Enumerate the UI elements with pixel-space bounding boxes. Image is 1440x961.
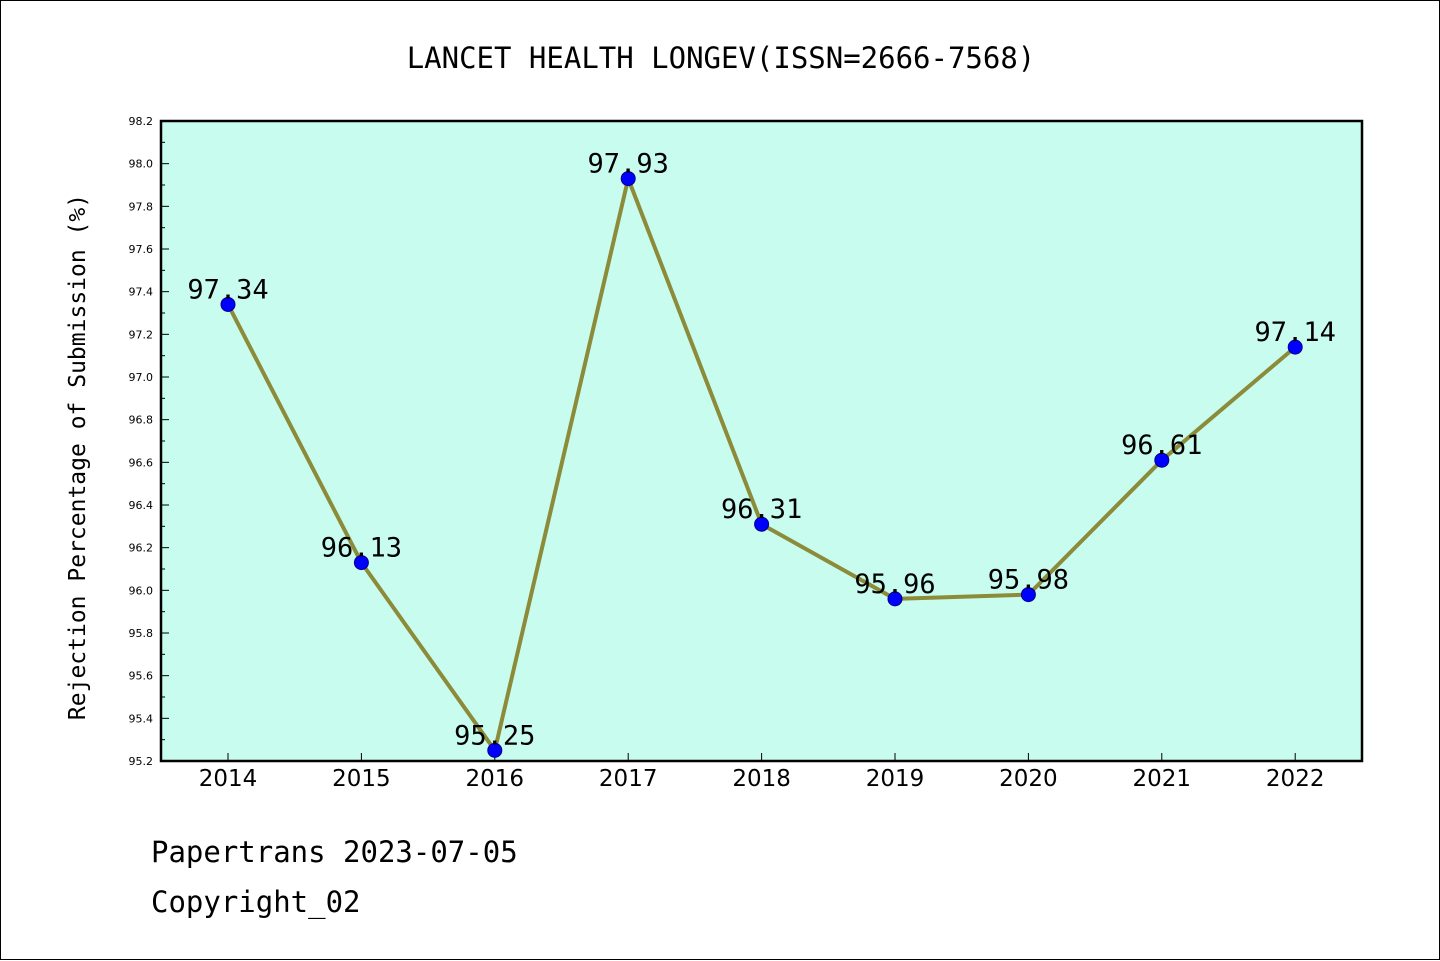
y-tick-label: 95.8: [129, 627, 154, 640]
data-point: [887, 591, 903, 607]
y-tick-label: 96.4: [129, 499, 154, 512]
y-tick-label: 97.2: [129, 328, 154, 341]
data-point: [1154, 452, 1170, 468]
x-tick-label: 2018: [732, 766, 791, 792]
data-point: [1020, 587, 1036, 603]
data-label: 97.93: [588, 149, 669, 180]
data-label: 97.34: [187, 274, 268, 305]
y-tick-label: 97.6: [129, 243, 154, 256]
y-tick-label: 97.4: [129, 286, 154, 299]
x-tick-label: 2016: [466, 766, 525, 792]
x-tick-label: 2015: [332, 766, 391, 792]
x-tick-label: 2020: [999, 766, 1058, 792]
x-axis: 2014 2015 2016 2017 2018 2019 2020 2021 2022: [199, 753, 1325, 792]
data-label: 96.61: [1121, 430, 1202, 461]
y-axis-label: Rejection Percentage of Submission (%): [65, 194, 91, 720]
y-tick-label: 97.8: [129, 200, 154, 213]
data-point: [487, 742, 503, 758]
y-tick-label: 96.8: [129, 414, 154, 427]
data-point: [754, 516, 770, 532]
data-point: [1287, 339, 1303, 355]
data-point: [220, 296, 236, 312]
y-axis: 95.2 95.4 95.6 95.8 96.0 96.2 96.4 96.6 96.8 97.0…: [129, 115, 169, 768]
y-tick-label: 96.0: [129, 584, 154, 597]
y-tick-label: 98.0: [129, 158, 154, 171]
y-tick-label: 97.0: [129, 371, 154, 384]
x-tick-label: 2017: [599, 766, 658, 792]
series: 97.34 96.13 95.25 97.93 96.31 95.96 95.98 96.61…: [187, 149, 1336, 758]
data-label: 97.14: [1255, 317, 1336, 348]
y-tick-label: 95.4: [129, 712, 154, 725]
plot-area: [159, 119, 1364, 763]
chart-title: LANCET HEALTH LONGEV(ISSN=2666-7568): [407, 41, 1036, 75]
data-label: 95.96: [854, 569, 935, 600]
y-tick-label: 95.6: [129, 670, 154, 683]
data-label: 95.98: [988, 565, 1069, 596]
x-tick-label: 2014: [199, 766, 258, 792]
data-label: 96.31: [721, 494, 802, 525]
footer-date: Papertrans 2023-07-05: [151, 835, 518, 869]
x-tick-label: 2021: [1133, 766, 1192, 792]
data-point: [353, 555, 369, 571]
y-tick-label: 95.2: [129, 755, 154, 768]
y-tick-label: 98.2: [129, 115, 154, 128]
x-tick-label: 2022: [1266, 766, 1325, 792]
data-point: [620, 171, 636, 187]
y-tick-label: 96.2: [129, 542, 154, 555]
data-label: 95.25: [454, 720, 535, 751]
y-tick-label: 96.6: [129, 456, 154, 469]
data-label: 96.13: [321, 533, 402, 564]
x-tick-label: 2019: [866, 766, 925, 792]
footer-copyright: Copyright_02: [151, 885, 361, 919]
